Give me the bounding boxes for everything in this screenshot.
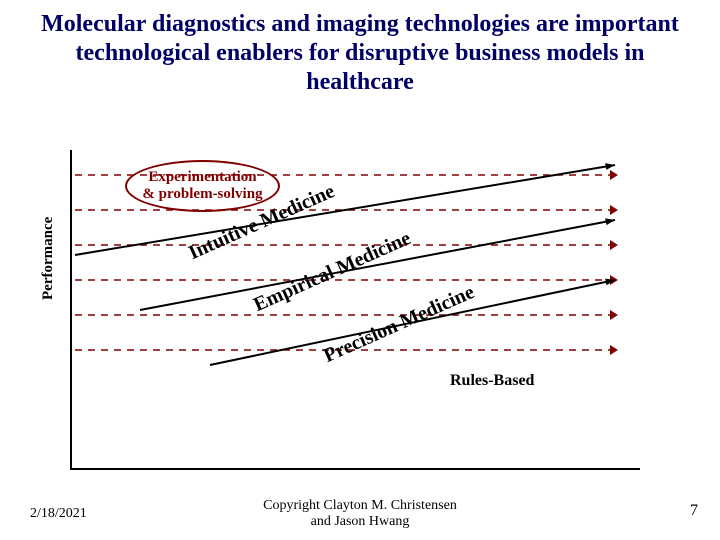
experimentation-ellipse: Experimentation & problem-solving (125, 160, 280, 212)
footer-page-number: 7 (690, 502, 698, 520)
footer-copyright: Copyright Clayton M. Christensen and Jas… (0, 498, 720, 530)
rules-based-label: Rules-Based (450, 372, 534, 390)
footer-copy-l2: and Jason Hwang (311, 514, 410, 529)
ellipse-line2: & problem-solving (127, 186, 278, 203)
ellipse-line1: Experimentation (127, 169, 278, 186)
chart-area: Experimentation & problem-solving Rules-… (70, 150, 640, 470)
page-title: Molecular diagnostics and imaging techno… (0, 0, 720, 96)
footer-copy-l1: Copyright Clayton M. Christensen (263, 498, 457, 513)
y-axis-label: Performance (40, 217, 57, 300)
